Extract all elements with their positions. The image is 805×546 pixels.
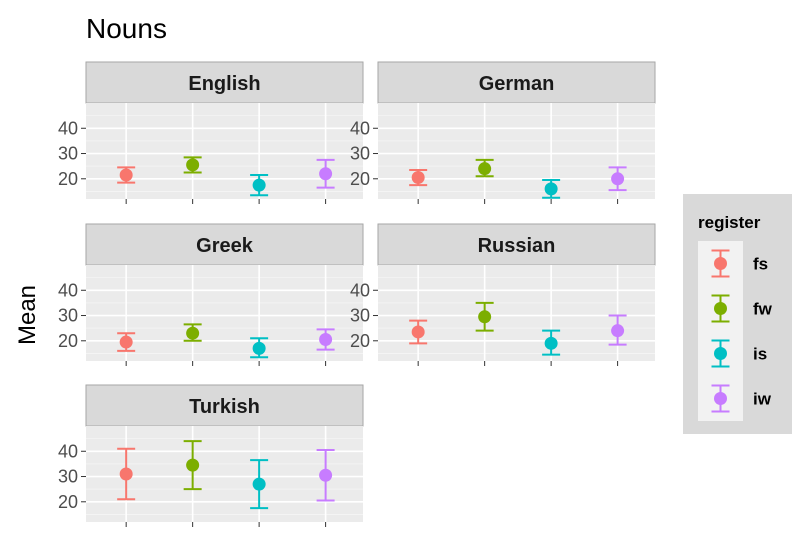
facet-panel-turkish: Turkish 20 30 40: [58, 384, 364, 527]
point-fs: [411, 171, 425, 185]
point-iw: [611, 324, 625, 338]
facet-panel-german: German 20 30 40: [350, 61, 656, 204]
legend: register fs fw is iw: [683, 194, 792, 434]
point-fs: [119, 467, 133, 481]
y-tick-label: 30: [58, 467, 78, 487]
y-tick-label: 30: [58, 306, 78, 326]
point-fs: [119, 335, 133, 349]
legend-label-fs: fs: [753, 255, 768, 274]
facet-panel-english: English 20 30 40: [58, 61, 364, 204]
y-tick-label: 40: [58, 441, 78, 461]
strip-background: [85, 61, 364, 104]
point-fs: [411, 325, 425, 339]
strip-background: [85, 223, 364, 266]
facet-panel-russian: Russian 20 30 40: [350, 223, 656, 366]
legend-label-fw: fw: [753, 300, 773, 319]
legend-label-is: is: [753, 345, 767, 364]
strip-background: [377, 223, 656, 266]
point-iw: [319, 333, 333, 347]
facet-panel-greek: Greek 20 30 40: [58, 223, 364, 366]
strip-background: [377, 61, 656, 104]
point-fw: [478, 162, 492, 176]
panel-background: [378, 103, 655, 199]
chart-title: Nouns: [86, 13, 167, 44]
point-iw: [319, 468, 333, 482]
y-tick-label: 30: [58, 144, 78, 164]
legend-key-point-fw: [714, 302, 727, 315]
y-tick-label: 30: [350, 306, 370, 326]
strip-label: German: [479, 73, 555, 95]
panel-background: [378, 265, 655, 361]
point-is: [544, 182, 558, 196]
strip-background: [85, 384, 364, 427]
y-tick-label: 40: [350, 280, 370, 300]
y-tick-label: 30: [350, 144, 370, 164]
point-is: [252, 178, 266, 192]
y-tick-label: 40: [58, 118, 78, 138]
point-fw: [186, 326, 200, 340]
legend-key-point-fs: [714, 257, 727, 270]
legend-label-iw: iw: [753, 390, 772, 409]
legend-key-point-iw: [714, 392, 727, 405]
y-tick-label: 20: [350, 331, 370, 351]
y-tick-label: 20: [350, 169, 370, 189]
y-tick-label: 40: [350, 118, 370, 138]
y-tick-label: 20: [58, 331, 78, 351]
legend-title: register: [698, 213, 761, 232]
panel-background: [86, 103, 363, 199]
point-fw: [186, 458, 200, 472]
y-tick-label: 20: [58, 492, 78, 512]
strip-label: Turkish: [189, 396, 260, 418]
point-iw: [611, 172, 625, 186]
point-fs: [119, 168, 133, 182]
y-tick-label: 20: [58, 169, 78, 189]
y-axis-label: Mean: [14, 285, 41, 345]
facet-panels: English203040German203040Greek203040Russ…: [58, 61, 656, 527]
strip-label: English: [188, 73, 260, 95]
y-tick-label: 40: [58, 280, 78, 300]
point-is: [544, 336, 558, 350]
panel-background: [86, 265, 363, 361]
strip-label: Greek: [196, 235, 254, 257]
point-fw: [186, 158, 200, 172]
strip-label: Russian: [478, 235, 556, 257]
point-is: [252, 341, 266, 355]
point-is: [252, 477, 266, 491]
point-fw: [478, 310, 492, 324]
legend-key-point-is: [714, 347, 727, 360]
point-iw: [319, 167, 333, 181]
